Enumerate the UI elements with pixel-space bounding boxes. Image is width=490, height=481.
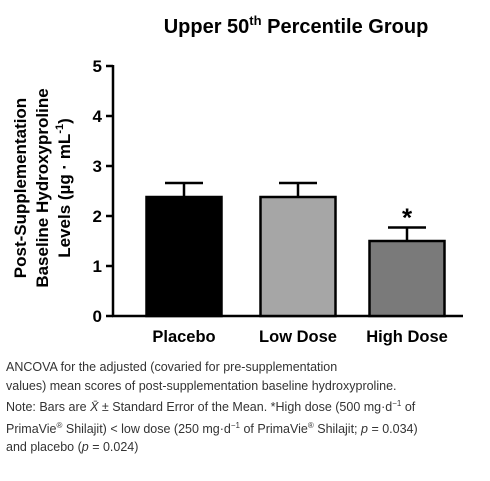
y-tick-label: 1 [93,257,102,276]
caption-line-1: ANCOVA for the adjusted (covaried for pr… [6,360,338,374]
x-category-label: Low Dose [259,328,337,346]
bar-high-dose [368,239,446,318]
y-tick-label: 5 [93,57,102,76]
bar-chart: Upper 50th Percentile Group Post-Supplem… [11,13,463,346]
x-category-label: Placebo [152,328,215,346]
y-tick-label: 4 [93,107,103,126]
x-category-label: High Dose [366,328,448,346]
caption-line-3: Note: Bars are X̄ ± Standard Error of th… [6,399,416,415]
y-tick-label: 2 [93,207,102,226]
y-axis-label-line-1: Post-Supplementation [11,98,30,278]
y-axis-label-line-3: Levels (µg · mL-1) [54,118,74,258]
bar-low-dose [259,195,337,318]
y-axis-label: Post-Supplementation Baseline Hydroxypro… [11,88,74,287]
y-tick-label: 0 [93,307,102,326]
caption-line-4: PrimaVie® Shilajit) < low dose (250 mg·d… [6,420,418,436]
figure-caption: ANCOVA for the adjusted (covaried for pr… [6,358,486,457]
caption-line-5: and placebo (p = 0.024) [6,440,139,455]
chart-title: Upper 50th Percentile Group [164,13,429,38]
y-tick-label: 3 [93,157,102,176]
significance-asterisk: * [402,203,413,233]
bar-placebo [145,195,223,318]
caption-line-2: values) mean scores of post-supplementat… [6,378,397,393]
y-axis-label-line-2: Baseline Hydroxyproline [33,88,52,287]
